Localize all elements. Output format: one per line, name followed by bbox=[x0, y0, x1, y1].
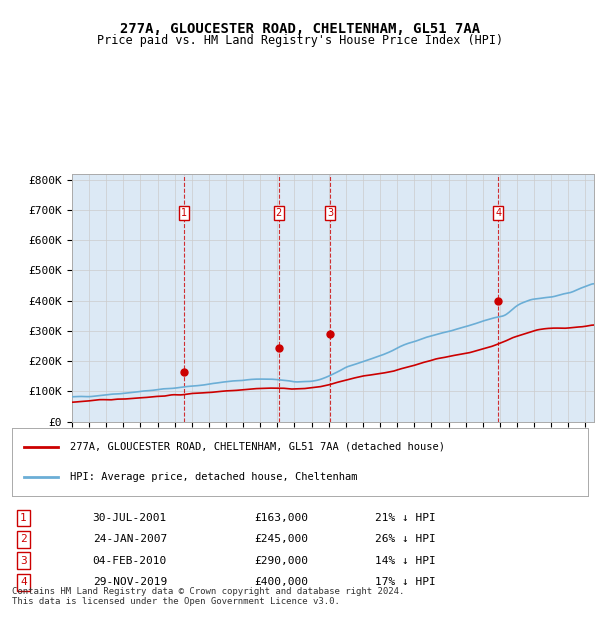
Text: 26% ↓ HPI: 26% ↓ HPI bbox=[375, 534, 436, 544]
Text: 2: 2 bbox=[20, 534, 27, 544]
Text: 4: 4 bbox=[495, 208, 502, 218]
Text: 21% ↓ HPI: 21% ↓ HPI bbox=[375, 513, 436, 523]
Text: £163,000: £163,000 bbox=[254, 513, 308, 523]
Text: 1: 1 bbox=[20, 513, 27, 523]
Text: £245,000: £245,000 bbox=[254, 534, 308, 544]
Text: Contains HM Land Registry data © Crown copyright and database right 2024.
This d: Contains HM Land Registry data © Crown c… bbox=[12, 587, 404, 606]
Text: 17% ↓ HPI: 17% ↓ HPI bbox=[375, 577, 436, 587]
Text: 2: 2 bbox=[275, 208, 282, 218]
Text: HPI: Average price, detached house, Cheltenham: HPI: Average price, detached house, Chel… bbox=[70, 472, 357, 482]
Text: £290,000: £290,000 bbox=[254, 556, 308, 566]
Text: 1: 1 bbox=[181, 208, 188, 218]
Text: £400,000: £400,000 bbox=[254, 577, 308, 587]
Text: 3: 3 bbox=[20, 556, 27, 566]
Text: 277A, GLOUCESTER ROAD, CHELTENHAM, GL51 7AA (detached house): 277A, GLOUCESTER ROAD, CHELTENHAM, GL51 … bbox=[70, 442, 445, 452]
Text: Price paid vs. HM Land Registry's House Price Index (HPI): Price paid vs. HM Land Registry's House … bbox=[97, 34, 503, 47]
Text: 29-NOV-2019: 29-NOV-2019 bbox=[92, 577, 167, 587]
Text: 04-FEB-2010: 04-FEB-2010 bbox=[92, 556, 167, 566]
Text: 14% ↓ HPI: 14% ↓ HPI bbox=[375, 556, 436, 566]
Text: 3: 3 bbox=[327, 208, 334, 218]
Text: 24-JAN-2007: 24-JAN-2007 bbox=[92, 534, 167, 544]
Text: 30-JUL-2001: 30-JUL-2001 bbox=[92, 513, 167, 523]
Text: 277A, GLOUCESTER ROAD, CHELTENHAM, GL51 7AA: 277A, GLOUCESTER ROAD, CHELTENHAM, GL51 … bbox=[120, 22, 480, 36]
Text: 4: 4 bbox=[20, 577, 27, 587]
